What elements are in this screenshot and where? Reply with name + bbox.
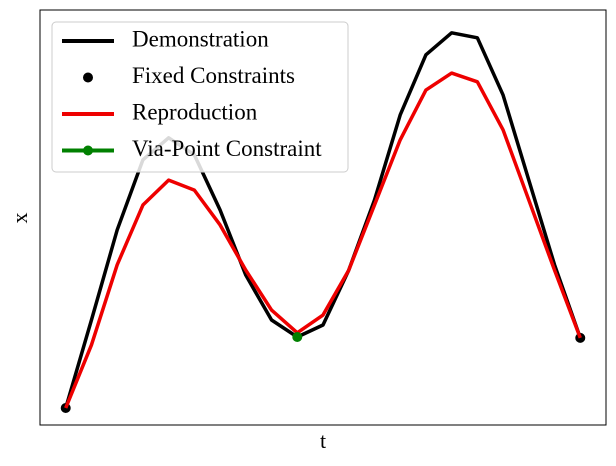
- x-axis-label: t: [320, 428, 326, 453]
- legend-box: [51, 21, 349, 173]
- legend-label: Fixed Constraints: [132, 63, 295, 88]
- legend-marker: [83, 72, 93, 83]
- point-marker: [292, 332, 303, 343]
- y-axis-label: x: [7, 213, 32, 224]
- legend-label: Reproduction: [132, 99, 258, 124]
- series-line: [64, 71, 582, 409]
- legend-label: Demonstration: [132, 26, 269, 51]
- legend-label: Via-Point Constraint: [132, 136, 322, 161]
- legend-marker: [83, 145, 93, 156]
